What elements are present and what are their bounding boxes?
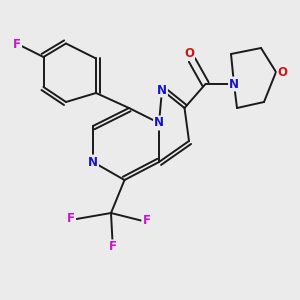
Text: N: N: [154, 116, 164, 130]
Text: F: F: [109, 240, 116, 254]
Text: F: F: [142, 214, 150, 227]
Text: F: F: [13, 38, 21, 52]
Text: F: F: [67, 212, 75, 226]
Text: N: N: [229, 77, 239, 91]
Text: O: O: [278, 65, 288, 79]
Text: N: N: [157, 83, 167, 97]
Text: N: N: [88, 155, 98, 169]
Text: O: O: [184, 47, 194, 60]
